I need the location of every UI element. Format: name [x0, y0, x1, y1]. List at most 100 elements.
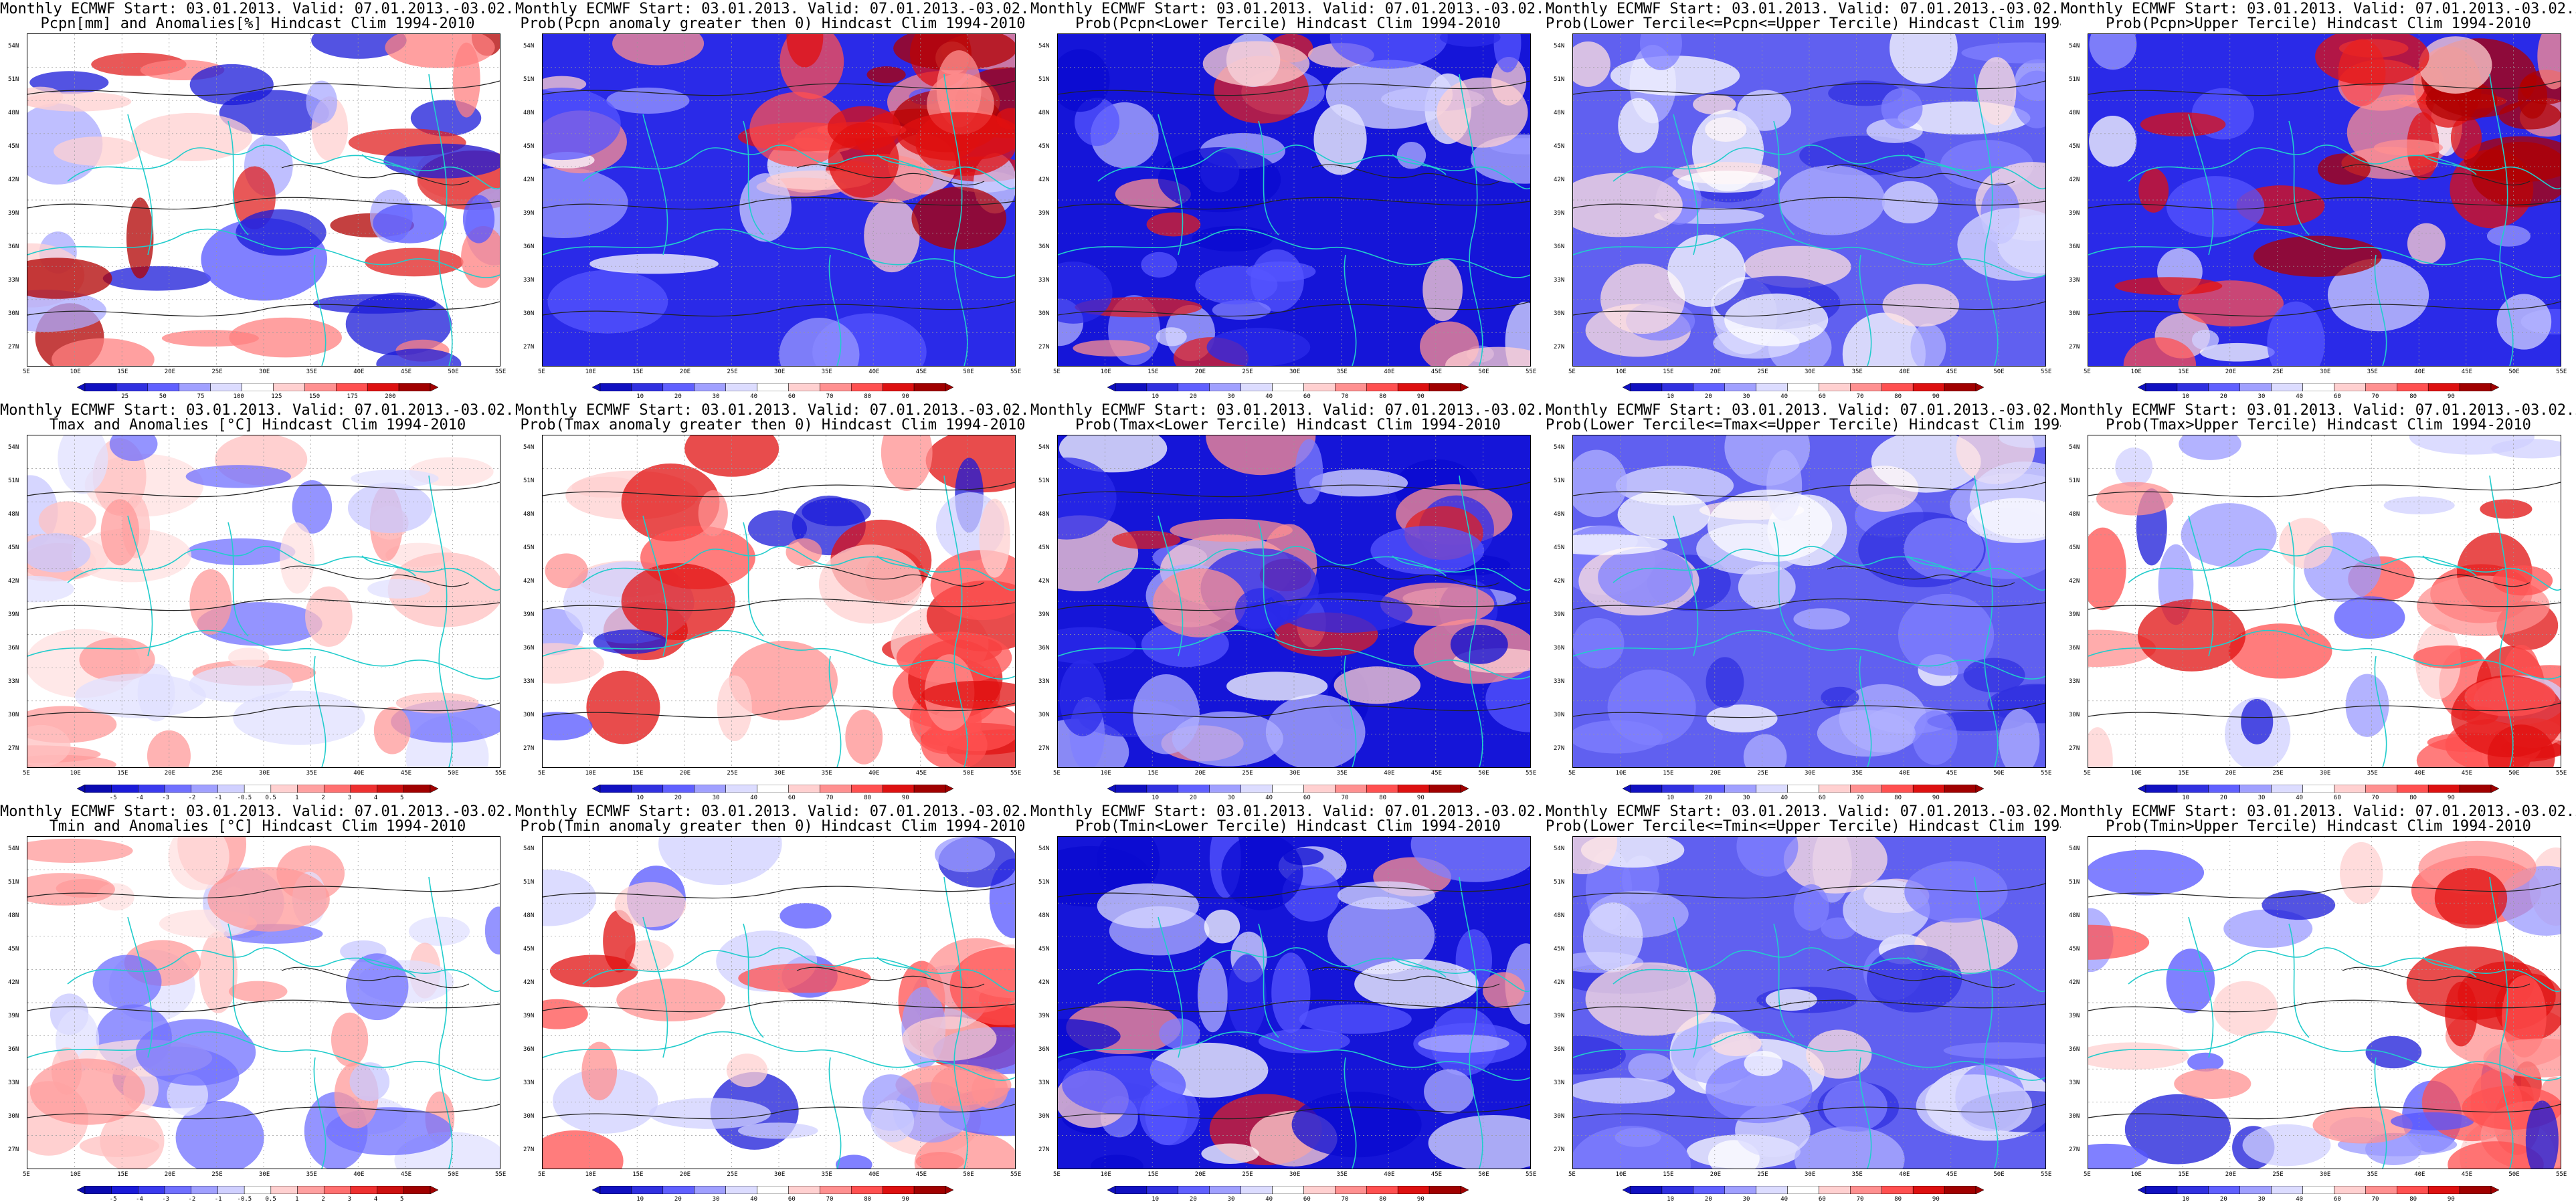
colorbar-segment	[179, 383, 211, 391]
lon-tick-label: 50E	[1478, 1171, 1489, 1178]
colorbar-segment	[725, 383, 757, 391]
panel-title-line2: Tmin and Anomalies [°C] Hindcast Clim 19…	[49, 818, 466, 835]
coastline	[1907, 957, 1962, 978]
field-shade	[1693, 94, 1736, 115]
colorbar-segment	[1240, 785, 1273, 793]
colorbar-segment	[2459, 383, 2492, 391]
field-shade	[1793, 608, 1850, 630]
field-shade	[351, 470, 439, 488]
lat-tick-label: 54N	[523, 845, 535, 852]
coastline	[1459, 74, 1483, 366]
colorbar-tick-label: 30	[1742, 795, 1750, 801]
lat-tick-label: 27N	[1554, 745, 1565, 752]
lat-tick-label: 39N	[1038, 1013, 1050, 1019]
lat-tick-label: 45N	[1038, 143, 1050, 150]
lon-tick-label: 20E	[164, 770, 176, 777]
lat-tick-label: 51N	[523, 879, 535, 886]
coastline	[1459, 475, 1483, 767]
field-shade	[168, 837, 229, 891]
field-shade	[2312, 1106, 2413, 1144]
lat-tick-label: 45N	[1554, 143, 1565, 150]
panel-title-line1: Monthly ECMWF Start: 03.01.2013. Valid: …	[2061, 402, 2576, 419]
field-shade	[1866, 944, 1962, 1013]
field-shade	[1283, 847, 1324, 866]
coastline	[743, 923, 764, 1038]
colorbar-tick-label: 200	[385, 393, 396, 400]
lat-tick-label: 30N	[2069, 310, 2080, 317]
colorbar-left-arrow	[2138, 785, 2146, 793]
colorbar-left-arrow	[1623, 383, 1631, 391]
colorbar-segment	[1115, 1186, 1147, 1194]
lat-tick-label: 42N	[8, 979, 19, 986]
field-shade	[543, 88, 621, 161]
colorbar-segment	[1850, 1186, 1882, 1194]
field-shade	[1999, 708, 2040, 767]
contour-line	[2088, 999, 2561, 1013]
coastline	[828, 254, 842, 366]
field-shade	[1738, 564, 1796, 610]
colorbar-segment	[1178, 785, 1210, 793]
field-shade	[1821, 686, 1859, 708]
field-shade	[306, 80, 337, 124]
field-shade	[1916, 1074, 2033, 1138]
lon-tick-label: 40E	[353, 369, 365, 375]
lon-tick-label: 45E	[1946, 369, 1958, 375]
panel-title-line2: Prob(Pcpn anomaly greater then 0) Hindca…	[520, 15, 1026, 32]
lat-tick-label: 51N	[1038, 478, 1050, 484]
lat-tick-label: 30N	[8, 310, 19, 317]
colorbar-segment	[1819, 785, 1851, 793]
field-shade	[1573, 1126, 1691, 1169]
panel-title-line1: Monthly ECMWF Start: 03.01.2013. Valid: …	[1546, 1, 2104, 17]
panel-title-line1: Monthly ECMWF Start: 03.01.2013. Valid: …	[1030, 402, 1589, 419]
lat-tick-label: 39N	[523, 210, 535, 217]
lat-tick-label: 45N	[2069, 544, 2080, 551]
colorbar-segment	[1724, 1186, 1756, 1194]
lon-tick-label: 5E	[2084, 770, 2091, 777]
lon-tick-label: 30E	[259, 369, 270, 375]
colorbar-segment	[882, 785, 915, 793]
colorbar-tick-label: 40	[1780, 795, 1788, 801]
lon-tick-label: 55E	[2041, 770, 2052, 777]
colorbar-segment	[1693, 383, 1725, 391]
lat-tick-label: 54N	[8, 444, 19, 451]
colorbar-segment	[2334, 1186, 2366, 1194]
field-shade	[2464, 677, 2556, 716]
colorbar-segment	[2145, 1186, 2178, 1194]
field-shade	[1783, 837, 1888, 894]
field-shade	[1993, 684, 2045, 724]
coastline	[943, 74, 968, 366]
coastline	[2422, 154, 2477, 175]
colorbar-segment	[2302, 383, 2334, 391]
lon-tick-label: 5E	[2084, 369, 2091, 375]
field-shade	[586, 670, 660, 744]
map-svg	[27, 837, 500, 1169]
coastline	[743, 120, 764, 235]
lon-tick-label: 50E	[963, 770, 974, 777]
contour-line	[1058, 1104, 1530, 1120]
map-panel-r3c4: Monthly ECMWF Start: 03.01.2013. Valid: …	[1546, 803, 2113, 1204]
lon-tick-label: 40E	[868, 369, 880, 375]
lat-tick-label: 51N	[1038, 879, 1050, 886]
field-shade	[649, 1098, 771, 1129]
lon-tick-label: 45E	[1431, 1171, 1443, 1178]
coastline	[642, 515, 668, 657]
field-shade	[189, 666, 293, 703]
colorbar-tick-label: 90	[901, 795, 909, 801]
colorbar-tick-label: 20	[2219, 393, 2227, 400]
lat-tick-label: 30N	[523, 310, 535, 317]
field-shade	[2525, 1100, 2559, 1169]
lat-tick-label: 27N	[8, 344, 19, 350]
colorbar-segment	[820, 785, 852, 793]
lon-tick-label: 35E	[2367, 1171, 2378, 1178]
coastline	[1907, 154, 1962, 175]
field-shade	[2187, 1052, 2224, 1072]
colorbar-tick-label: -4	[136, 795, 143, 801]
panel-title-line2: Prob(Pcpn>Upper Tercile) Hindcast Clim 1…	[2106, 15, 2531, 32]
lon-tick-label: 25E	[211, 770, 223, 777]
colorbar-tick-labels: 10 20 30 40 60 70 80 90	[602, 1196, 943, 1204]
panel-title-line2: Prob(Tmin>Upper Tercile) Hindcast Clim 1…	[2106, 818, 2531, 835]
colorbar-segment	[757, 1186, 789, 1194]
field-shade	[102, 266, 211, 291]
lat-tick-label: 27N	[2069, 1146, 2080, 1153]
field-shade	[2340, 841, 2383, 904]
